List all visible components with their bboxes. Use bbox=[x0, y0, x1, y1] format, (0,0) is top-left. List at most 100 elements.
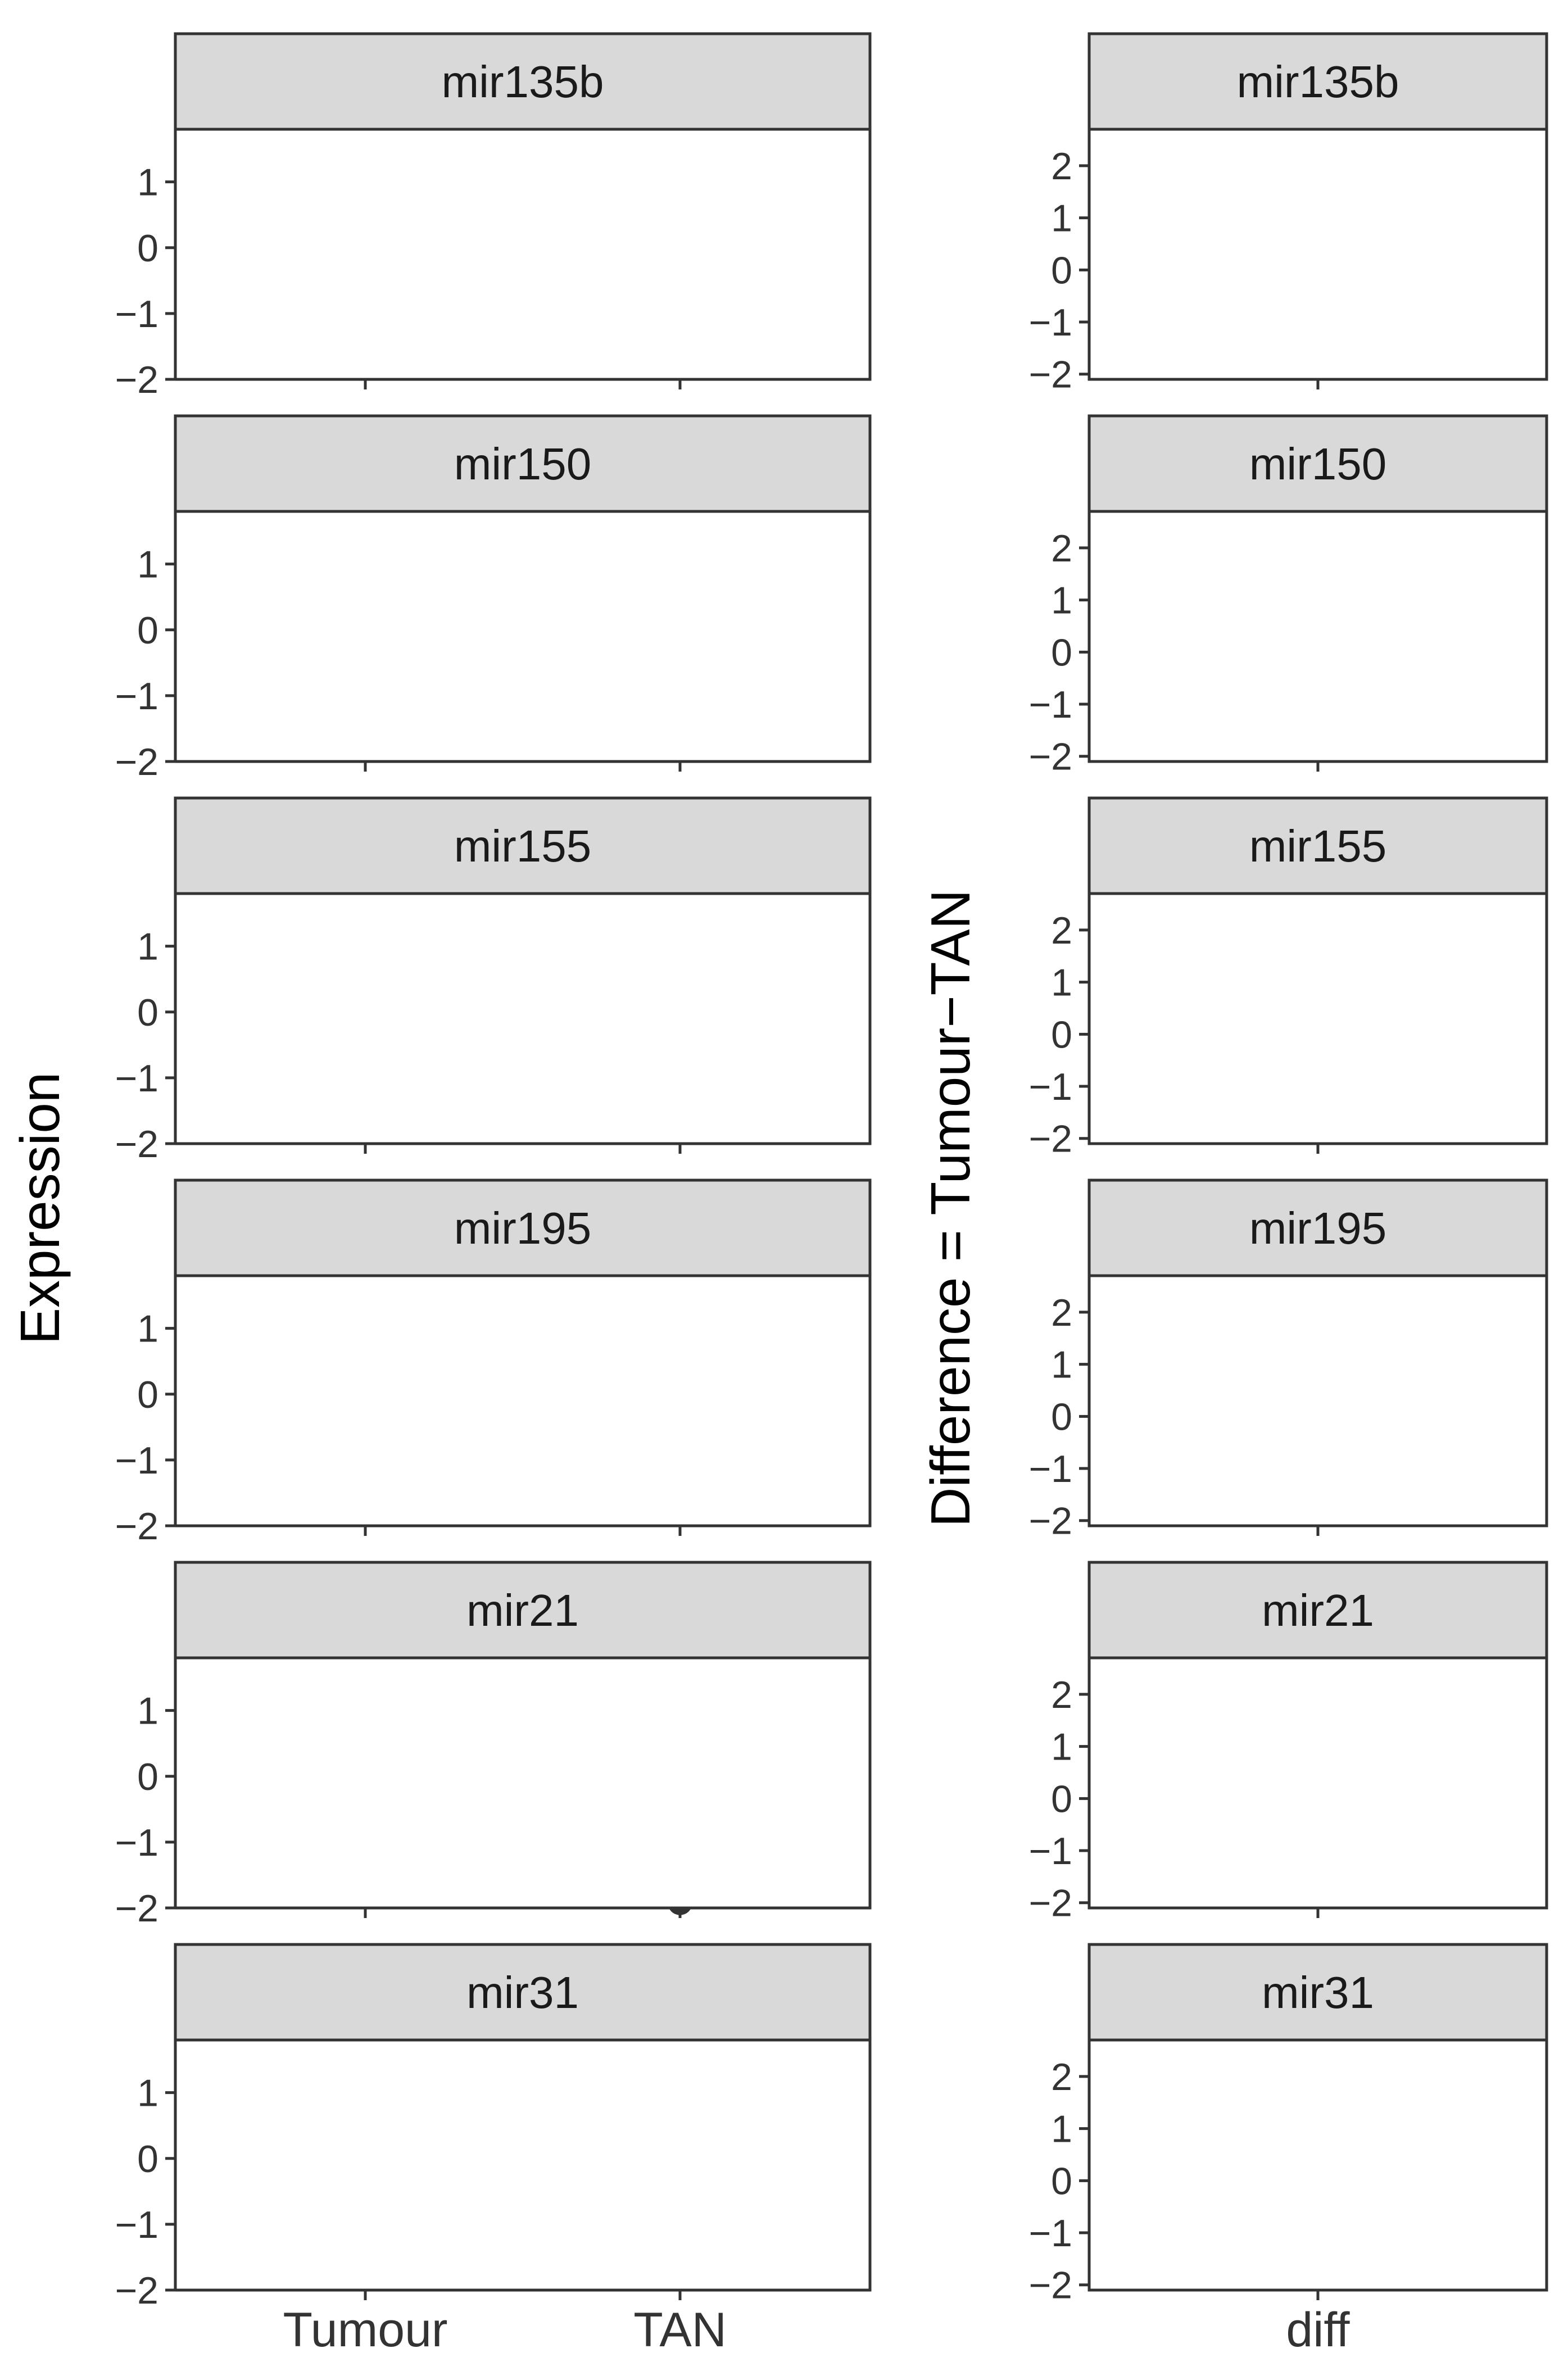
y-tick-label: −1 bbox=[115, 1439, 158, 1482]
right-y-axis-title: Difference = Tumour−TAN bbox=[919, 890, 981, 1527]
panel-left-mir195: mir195 1 0 −1 −2 bbox=[115, 1178, 872, 1548]
y-tick-label: 1 bbox=[137, 161, 158, 204]
strip-label-right-mir135b: mir135b bbox=[1236, 57, 1399, 107]
y-tick-label: 1 bbox=[137, 926, 158, 968]
y-tick-label: 0 bbox=[1051, 1013, 1072, 1056]
y-tick-label: −1 bbox=[115, 2204, 158, 2246]
y-tick-label: 0 bbox=[137, 1756, 158, 1798]
y-tick-label: −1 bbox=[115, 1057, 158, 1100]
panel-left-mir31: mir31 1 0 −1 −2 bbox=[115, 1943, 872, 2312]
panel-left-mir155: mir155 1 0 −1 −2 bbox=[115, 796, 872, 1166]
panel-left-mir135b: mir135b 1 0 −1 −2 bbox=[115, 32, 872, 401]
y-tick-label: −2 bbox=[1028, 1500, 1072, 1543]
strip-label-right-mir195: mir195 bbox=[1249, 1203, 1387, 1253]
y-tick-label: −1 bbox=[1028, 1066, 1072, 1108]
strip-left-mir31 bbox=[174, 1943, 872, 2042]
y-tick-label: 1 bbox=[137, 543, 158, 586]
y-tick-label: 0 bbox=[1051, 1395, 1072, 1438]
y-tick-label: −2 bbox=[115, 2269, 158, 2312]
y-tick-label: −2 bbox=[1028, 1882, 1072, 1925]
panel-border-left-mir155 bbox=[174, 892, 872, 1145]
strip-left-mir135b bbox=[174, 32, 872, 131]
y-tick-label: 2 bbox=[1051, 1674, 1072, 1716]
panel-border-right-mir21 bbox=[1087, 1656, 1548, 1910]
strip-label-left-mir21: mir21 bbox=[466, 1585, 579, 1635]
y-tick-label: 2 bbox=[1051, 909, 1072, 952]
panel-left-mir21: mir21 1 0 −1 −2 bbox=[115, 1561, 872, 1930]
y-tick-label: −2 bbox=[115, 741, 158, 783]
y-tick-label: 0 bbox=[137, 2138, 158, 2180]
panel-border-right-mir31 bbox=[1087, 2038, 1548, 2292]
y-tick-label: −2 bbox=[115, 1887, 158, 1930]
y-tick-label: −1 bbox=[1028, 1830, 1072, 1873]
strip-label-right-mir31: mir31 bbox=[1262, 1968, 1374, 2018]
strip-left-mir150 bbox=[174, 414, 872, 513]
left-y-axis-title: Expression bbox=[9, 1072, 71, 1345]
strip-label-right-mir21: mir21 bbox=[1262, 1585, 1374, 1635]
strip-left-mir195 bbox=[174, 1178, 872, 1277]
y-tick-label: 2 bbox=[1051, 1291, 1072, 1334]
y-tick-label: −1 bbox=[115, 675, 158, 718]
y-tick-label: 0 bbox=[137, 609, 158, 652]
strip-right-mir150 bbox=[1087, 414, 1548, 513]
panel-border-left-mir135b bbox=[174, 128, 872, 381]
y-tick-label: 0 bbox=[1051, 249, 1072, 292]
y-tick-label: 2 bbox=[1051, 145, 1072, 188]
strip-right-mir135b bbox=[1087, 32, 1548, 131]
y-tick-label: −1 bbox=[1028, 2212, 1072, 2255]
y-tick-label: 0 bbox=[1051, 1778, 1072, 1820]
y-tick-label: 0 bbox=[1051, 631, 1072, 674]
y-tick-label: 0 bbox=[137, 1373, 158, 1416]
strip-label-right-mir150: mir150 bbox=[1249, 439, 1387, 489]
y-tick-label: 1 bbox=[1051, 579, 1072, 622]
x-tick-tan: TAN bbox=[633, 2303, 727, 2357]
strip-right-mir31 bbox=[1087, 1943, 1548, 2042]
y-tick-label: −2 bbox=[1028, 353, 1072, 396]
y-tick-label: −2 bbox=[1028, 1118, 1072, 1160]
y-tick-label: 0 bbox=[137, 227, 158, 270]
panel-border-left-mir150 bbox=[174, 510, 872, 763]
y-tick-label: 1 bbox=[1051, 1344, 1072, 1386]
y-tick-label: 1 bbox=[1051, 1726, 1072, 1769]
y-tick-label: −1 bbox=[1028, 683, 1072, 726]
y-tick-label: −2 bbox=[115, 1505, 158, 1548]
y-tick-label: −1 bbox=[115, 1821, 158, 1864]
strip-right-mir155 bbox=[1087, 796, 1548, 895]
facet-panels: mir135b10−1−2mir135b210−1−2p<0.001mir150… bbox=[115, 32, 1548, 2312]
panel-left-mir150: mir150 1 0 −1 −2 bbox=[115, 414, 872, 783]
y-tick-label: 1 bbox=[1051, 2108, 1072, 2151]
y-tick-label: −2 bbox=[1028, 736, 1072, 778]
y-tick-label: −2 bbox=[1028, 2264, 1072, 2307]
y-tick-label: 1 bbox=[1051, 962, 1072, 1004]
strip-label-right-mir155: mir155 bbox=[1249, 821, 1387, 871]
y-tick-label: −2 bbox=[115, 1123, 158, 1166]
strip-label-left-mir155: mir155 bbox=[454, 821, 592, 871]
panel-border-left-mir195 bbox=[174, 1274, 872, 1527]
y-tick-label: −1 bbox=[1028, 1448, 1072, 1490]
strip-label-left-mir150: mir150 bbox=[454, 439, 592, 489]
y-tick-label: 1 bbox=[137, 1308, 158, 1350]
panel-border-right-mir155 bbox=[1087, 892, 1548, 1145]
strip-label-left-mir31: mir31 bbox=[466, 1968, 579, 2018]
strip-label-left-mir135b: mir135b bbox=[441, 57, 604, 107]
panel-border-left-mir21 bbox=[174, 1656, 872, 1910]
x-tick-diff: diff bbox=[1286, 2303, 1350, 2357]
panel-border-left-mir31 bbox=[174, 2038, 872, 2292]
panel-border-right-mir135b bbox=[1087, 128, 1548, 381]
y-tick-label: −2 bbox=[115, 359, 158, 401]
y-tick-label: −1 bbox=[1028, 301, 1072, 344]
panel-border-right-mir195 bbox=[1087, 1274, 1548, 1527]
panel-border-right-mir150 bbox=[1087, 510, 1548, 763]
y-tick-label: −1 bbox=[115, 293, 158, 336]
y-tick-label: 2 bbox=[1051, 527, 1072, 570]
strip-label-left-mir195: mir195 bbox=[454, 1203, 592, 1253]
y-tick-label: 1 bbox=[137, 1690, 158, 1733]
y-tick-label: 1 bbox=[137, 2072, 158, 2115]
